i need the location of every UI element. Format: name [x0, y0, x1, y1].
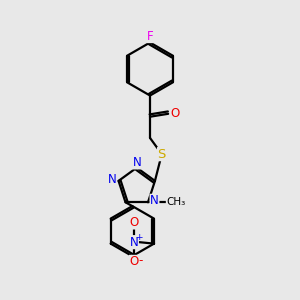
- Text: O: O: [170, 107, 179, 120]
- Text: -: -: [138, 254, 143, 267]
- Text: N: N: [132, 156, 141, 169]
- Text: S: S: [158, 148, 166, 160]
- Text: +: +: [135, 233, 143, 242]
- Text: N: N: [150, 194, 159, 207]
- Text: CH₃: CH₃: [166, 197, 186, 207]
- Text: N: N: [108, 173, 116, 186]
- Text: F: F: [147, 29, 153, 43]
- Text: O: O: [129, 255, 139, 268]
- Text: N: N: [130, 236, 138, 249]
- Text: O: O: [129, 216, 139, 229]
